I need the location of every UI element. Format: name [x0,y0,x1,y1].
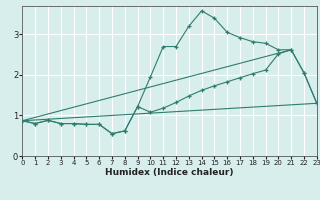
X-axis label: Humidex (Indice chaleur): Humidex (Indice chaleur) [105,168,234,177]
